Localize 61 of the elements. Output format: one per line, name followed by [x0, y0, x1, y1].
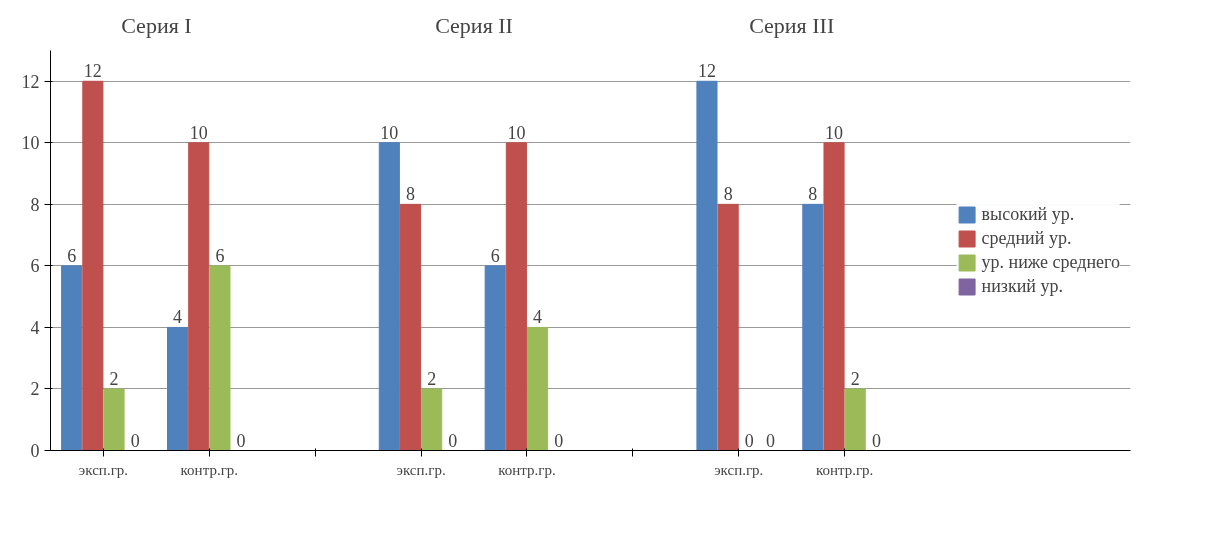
data-label: 0	[130, 430, 140, 451]
x-tick-label: эксп.гр.	[714, 461, 764, 478]
x-tick-label: контр.гр.	[815, 461, 874, 478]
y-tick-label: 4	[30, 317, 40, 338]
data-label: 6	[490, 245, 500, 266]
y-tick-label: 0	[30, 441, 40, 461]
data-label: 12	[697, 61, 716, 82]
text: Серия II	[435, 13, 513, 38]
bar	[399, 203, 422, 451]
data-label: 2	[427, 368, 437, 389]
legend-label: ур. ниже среднего	[981, 251, 1120, 273]
data-label: 6	[67, 245, 77, 266]
data-label: 0	[871, 430, 881, 451]
data-label: 0	[766, 430, 775, 451]
data-label: 8	[406, 184, 415, 205]
bar	[167, 326, 189, 451]
data-label: 12	[83, 61, 102, 82]
data-label: 2	[109, 368, 119, 389]
data-label: 4	[533, 307, 543, 328]
bar	[421, 388, 443, 451]
bar	[505, 142, 527, 451]
y-tick-label: 12	[21, 71, 40, 92]
data-label: 0	[236, 430, 246, 451]
data-label: 10	[189, 122, 208, 143]
text: Серия III	[749, 13, 835, 38]
x-tick-label: контр.гр.	[180, 461, 239, 478]
y-tick-label: 6	[30, 256, 40, 277]
data-label: 0	[744, 430, 754, 451]
data-label: 10	[380, 122, 399, 143]
text: Серия I	[121, 13, 192, 38]
data-label: 0	[448, 430, 458, 451]
bar	[484, 265, 506, 451]
bar	[844, 388, 866, 451]
bar	[82, 80, 104, 451]
x-tick-label: контр.гр.	[498, 461, 556, 478]
bar	[378, 142, 400, 451]
y-tick-label: 2	[30, 379, 40, 400]
data-label: 10	[507, 122, 526, 143]
bar	[527, 326, 549, 451]
data-label: 6	[215, 245, 225, 266]
data-label: 8	[723, 184, 733, 205]
data-label: 2	[850, 368, 860, 389]
y-tick-label: 10	[21, 133, 40, 154]
bar	[103, 388, 125, 451]
bar	[823, 142, 845, 451]
data-label: 10	[825, 122, 844, 143]
bar	[188, 142, 210, 451]
legend-label: низкий ур.	[981, 275, 1063, 297]
data-label: 8	[808, 184, 818, 205]
x-tick-label: эксп.гр.	[396, 461, 446, 478]
bar	[696, 80, 718, 451]
legend-label: средний ур.	[981, 227, 1072, 249]
legend-label: высокий ур.	[981, 203, 1075, 225]
bar	[209, 265, 231, 451]
x-tick-label: эксп.гр.	[78, 461, 129, 478]
data-label: 0	[554, 430, 564, 451]
y-tick-label: 8	[30, 194, 40, 215]
bar	[802, 203, 824, 451]
data-label: 4	[173, 307, 183, 328]
bar	[61, 265, 83, 451]
bar	[717, 203, 739, 451]
